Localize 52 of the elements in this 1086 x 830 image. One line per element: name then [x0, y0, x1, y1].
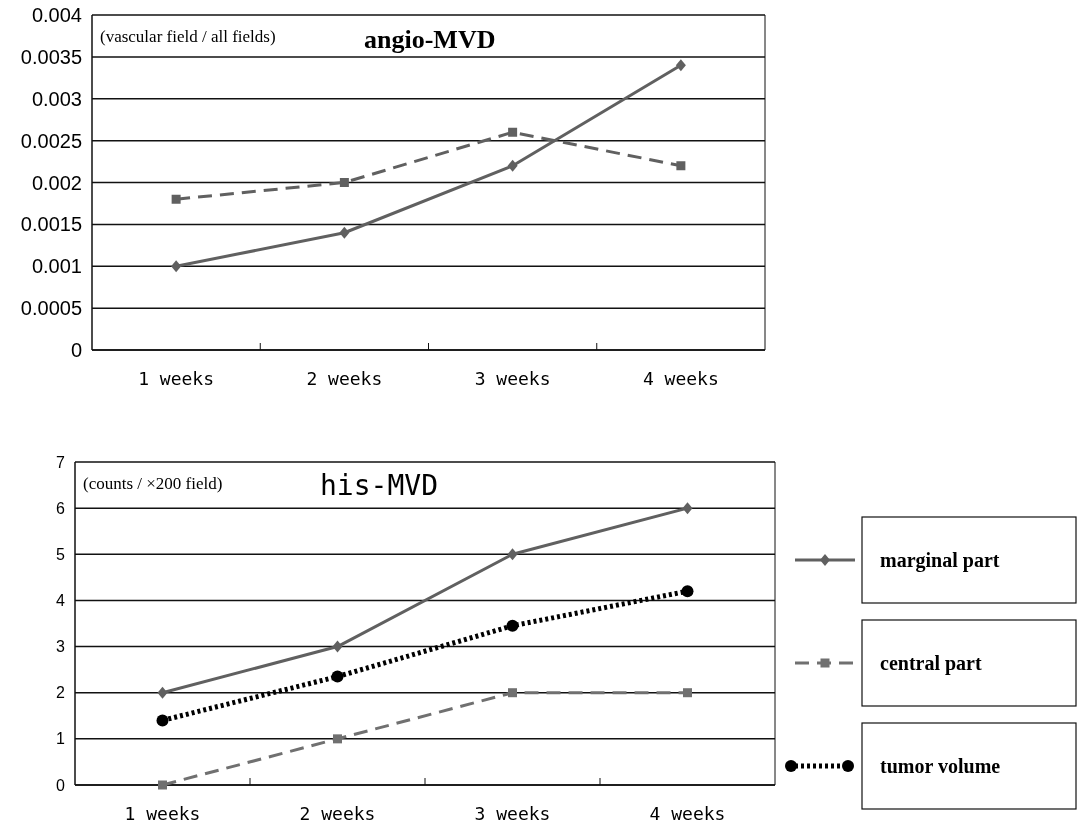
point: [333, 734, 342, 744]
point: [331, 670, 344, 683]
y-tick-label: 0: [56, 776, 66, 794]
x-tick-label: 4 weeks: [642, 368, 719, 389]
point: [682, 502, 693, 515]
y-tick-label: 0: [70, 339, 82, 361]
point: [681, 585, 694, 598]
point: [171, 194, 181, 204]
point: [683, 688, 692, 698]
x-tick-label: 1 weeks: [124, 803, 201, 824]
y-tick-label: 2: [56, 684, 66, 702]
x-tick-label: 2 weeks: [306, 368, 383, 389]
point: [171, 260, 182, 273]
point: [157, 686, 168, 699]
point: [332, 640, 343, 653]
y-tick-label: 0.0025: [20, 129, 82, 152]
y-tick-label: 4: [56, 592, 66, 610]
point: [506, 619, 519, 632]
y-tick-label: 0.003: [31, 87, 82, 110]
y-tick-label: 7: [56, 453, 66, 471]
x-tick-label: 2 weeks: [299, 803, 376, 824]
y-tick-label: 0.004: [31, 4, 82, 26]
point: [676, 161, 686, 171]
point: [339, 178, 349, 187]
y-tick-label: 5: [56, 545, 66, 563]
point: [508, 127, 518, 137]
chart-title: angio-MVD: [364, 25, 496, 54]
point: [507, 548, 518, 561]
y-tick-label: 0.0015: [20, 213, 82, 236]
x-tick-label: 1 weeks: [138, 368, 215, 389]
text: (vascular field / all fields): [100, 27, 276, 46]
point: [158, 780, 167, 790]
y-tick-label: 0.001: [31, 255, 82, 278]
x-tick-label: 3 weeks: [474, 803, 551, 824]
x-tick-label: 3 weeks: [474, 368, 551, 389]
y-tick-label: 0.0035: [20, 45, 82, 68]
legend-label: central part: [880, 652, 982, 675]
x-tick-label: 4 weeks: [649, 803, 726, 824]
legend-label: tumor volume: [880, 755, 1001, 777]
text: (counts / ×200 field): [83, 474, 223, 493]
legend-label: marginal part: [880, 549, 1000, 572]
y-tick-label: 6: [56, 499, 66, 517]
point: [507, 159, 518, 172]
y-tick-label: 1: [56, 730, 66, 748]
y-tick-label: 3: [56, 638, 66, 656]
y-tick-label: 0.002: [31, 171, 82, 194]
point: [508, 688, 517, 698]
point: [156, 714, 169, 727]
point: [675, 59, 686, 72]
point: [339, 226, 350, 239]
y-tick-label: 0.0005: [20, 297, 82, 320]
chart-title: his-MVD: [320, 469, 439, 502]
